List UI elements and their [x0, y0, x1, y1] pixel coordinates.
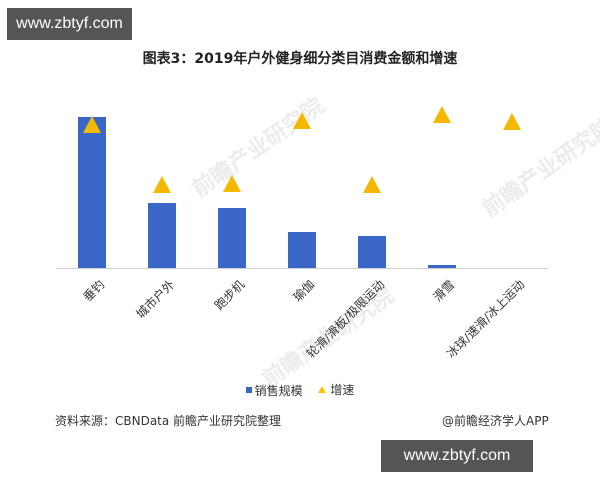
source-note: 资料来源：CBNData 前瞻产业研究院整理 — [55, 414, 282, 428]
bar-sales — [428, 265, 456, 268]
growth-marker-triangle-icon — [503, 113, 521, 130]
x-axis-label: 垂钓 — [80, 277, 108, 305]
chart-title: 图表3：2019年户外健身细分类目消费金额和增速 — [142, 51, 458, 67]
legend-triangle-icon — [318, 386, 327, 393]
x-axis-label: 瑜伽 — [290, 277, 318, 305]
growth-marker-triangle-icon — [153, 176, 171, 193]
x-axis-label: 滑雪 — [430, 277, 458, 305]
bar-sales — [78, 117, 106, 268]
x-axis-label: 跑步机 — [211, 277, 248, 313]
legend-square-icon — [245, 387, 252, 393]
bar-sales — [358, 236, 386, 268]
legend-item-sales: 销售规模 — [245, 382, 303, 399]
legend-label-growth: 增速 — [330, 383, 355, 397]
growth-marker-triangle-icon — [433, 106, 451, 123]
growth-marker-triangle-icon — [363, 176, 381, 193]
credit-note: @前瞻经济学人APP — [442, 414, 549, 428]
site-watermark-badge-bottom: www.zbtyf.com — [381, 440, 533, 472]
legend-item-growth: 增速 — [318, 381, 354, 398]
bar-sales — [218, 208, 246, 268]
legend-label-sales: 销售规模 — [254, 383, 303, 398]
bar-sales — [288, 232, 316, 268]
growth-marker-triangle-icon — [293, 112, 311, 129]
bar-sales — [148, 203, 176, 268]
x-axis-label: 城市户外 — [133, 277, 178, 322]
growth-marker-triangle-icon — [83, 116, 101, 133]
growth-marker-triangle-icon — [223, 175, 241, 192]
chart-legend: 销售规模 增速 — [0, 381, 600, 399]
site-watermark-badge-top: www.zbtyf.com — [7, 8, 132, 40]
x-axis-line — [57, 268, 548, 269]
